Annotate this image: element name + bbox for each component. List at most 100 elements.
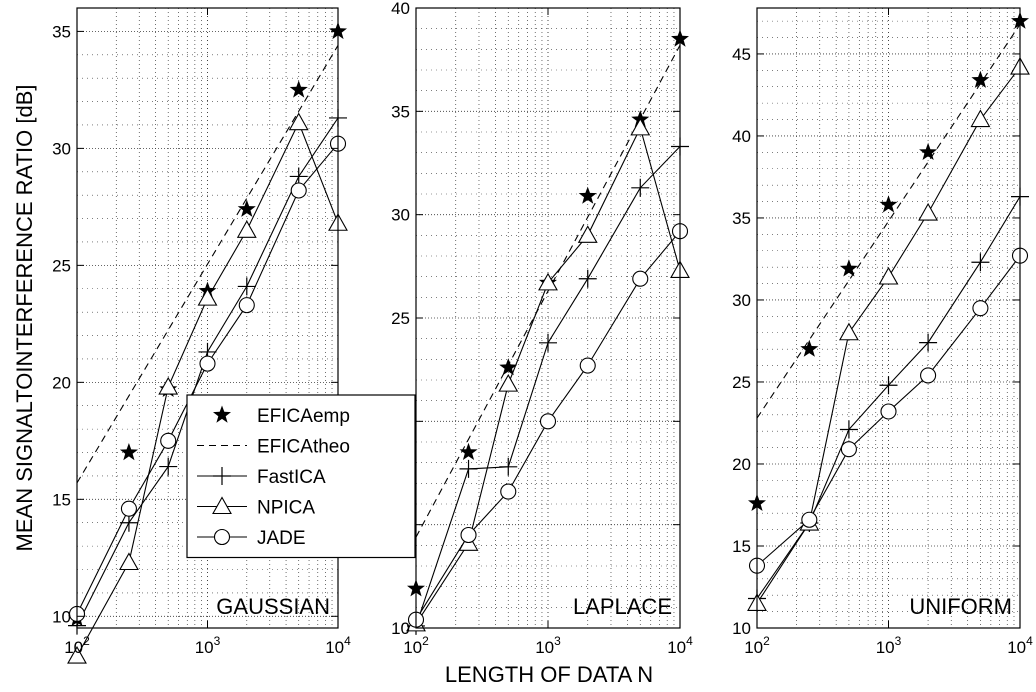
y-tick-label: 10 <box>391 619 410 638</box>
data-point <box>578 269 597 288</box>
legend-item-jade: JADE <box>197 528 306 549</box>
data-point <box>290 182 307 199</box>
data-point <box>499 358 518 376</box>
data-point <box>500 483 517 500</box>
x-tick-label: 103 <box>195 634 221 657</box>
series-npica-points <box>67 112 348 664</box>
x-tick-label: 102 <box>64 634 90 657</box>
data-point <box>972 300 989 317</box>
y-tick-label: 40 <box>732 127 751 146</box>
y-tick-label: 25 <box>391 309 410 328</box>
x-tick-exponent: 4 <box>1026 634 1033 648</box>
legend-label: EFICAemp <box>257 406 350 427</box>
x-tick-label: 104 <box>667 634 693 657</box>
data-point <box>800 339 819 357</box>
panel-label: GAUSSIAN <box>216 594 330 619</box>
data-point <box>879 195 898 213</box>
data-point <box>120 500 137 517</box>
series-npica-points <box>406 117 690 632</box>
x-tick-exponent: 3 <box>214 634 221 648</box>
y-tick-label: 45 <box>732 45 751 64</box>
series-line-eficatheo <box>415 44 681 538</box>
legend: EFICAemp EFICAtheo FastICA NPICA JADE <box>186 394 416 559</box>
x-tick-label: 104 <box>325 634 351 657</box>
series-jade-points <box>748 247 1029 574</box>
y-tick-label: 25 <box>732 373 751 392</box>
y-tick-label: 35 <box>52 22 71 41</box>
panel-uniform: 10 15 20 25 30 35 40 45 102 103 104 UNIFORM <box>732 7 1033 657</box>
data-point <box>880 403 897 420</box>
legend-label: EFICAtheo <box>257 437 350 458</box>
data-point <box>539 413 557 430</box>
data-point <box>839 420 858 439</box>
legend-item-npica: NPICA <box>197 496 315 519</box>
data-point <box>67 645 87 664</box>
y-tick-label: 30 <box>732 291 751 310</box>
data-point <box>920 367 937 384</box>
y-tick-label: 15 <box>52 490 71 509</box>
data-point <box>840 441 857 458</box>
data-point <box>919 333 938 352</box>
y-tick-label: 10 <box>52 607 71 626</box>
data-point <box>801 511 818 528</box>
legend-marker-plus <box>213 467 231 485</box>
data-point <box>288 112 309 131</box>
x-tick-exponent: 2 <box>83 634 90 648</box>
x-axis-label: LENGTH OF DATA N <box>445 662 653 687</box>
y-tick-label: 20 <box>732 455 751 474</box>
legend-item-eficaemp: EFICAemp <box>213 405 350 427</box>
data-point <box>498 374 519 392</box>
y-tick-label: 40 <box>391 0 410 18</box>
y-tick-label: 30 <box>391 206 410 225</box>
panel-gaussian: 10 15 20 25 30 35 102 103 104 GAUSSIAN <box>52 7 351 664</box>
data-point <box>197 287 218 306</box>
data-point <box>879 376 898 395</box>
data-point <box>158 376 179 395</box>
legend-label: JADE <box>257 528 306 549</box>
data-point <box>459 442 478 460</box>
data-point <box>971 253 990 272</box>
legend-marker-star <box>213 405 231 423</box>
data-point <box>578 186 597 204</box>
y-tick-label: 30 <box>52 139 71 158</box>
data-point <box>878 266 899 285</box>
data-point <box>538 272 558 291</box>
panel-label: LAPLACE <box>573 594 672 619</box>
data-point <box>238 297 255 314</box>
y-tick-label: 25 <box>52 256 71 275</box>
data-point <box>499 457 518 476</box>
series-line-eficatheo <box>76 45 339 484</box>
series-fastica-points <box>748 187 1029 608</box>
series-line-eficatheo <box>756 24 1021 419</box>
panel-label: UNIFORM <box>909 594 1012 619</box>
legend-item-fastica: FastICA <box>197 467 326 488</box>
data-point <box>118 552 139 571</box>
y-tick-label: 20 <box>52 373 71 392</box>
data-point <box>159 457 178 476</box>
data-point <box>289 80 308 98</box>
x-tick-label: 103 <box>535 634 561 657</box>
data-point <box>630 117 651 136</box>
data-point <box>919 142 938 160</box>
legend-label: NPICA <box>257 498 315 519</box>
x-tick-exponent: 4 <box>344 634 351 648</box>
legend-label: FastICA <box>257 467 326 488</box>
x-tick-label: 104 <box>1007 634 1033 657</box>
y-tick-label: 10 <box>732 619 751 638</box>
data-point <box>971 70 990 88</box>
data-point <box>199 355 216 372</box>
y-tick-label: 35 <box>732 209 751 228</box>
x-tick-exponent: 2 <box>422 634 429 648</box>
y-axis-label: MEAN SIGNALTOINTERFERENCE RATIO [dB] <box>12 85 37 552</box>
data-point <box>160 432 177 449</box>
data-point <box>237 199 256 217</box>
data-point <box>632 270 649 287</box>
panel-laplace: 10 25 30 35 40 102 103 104 LAPLACE <box>391 0 693 657</box>
data-point <box>459 459 478 478</box>
x-tick-label: 103 <box>876 634 902 657</box>
data-point <box>119 443 138 461</box>
x-tick-label: 102 <box>403 634 429 657</box>
x-tick-exponent: 3 <box>554 634 561 648</box>
